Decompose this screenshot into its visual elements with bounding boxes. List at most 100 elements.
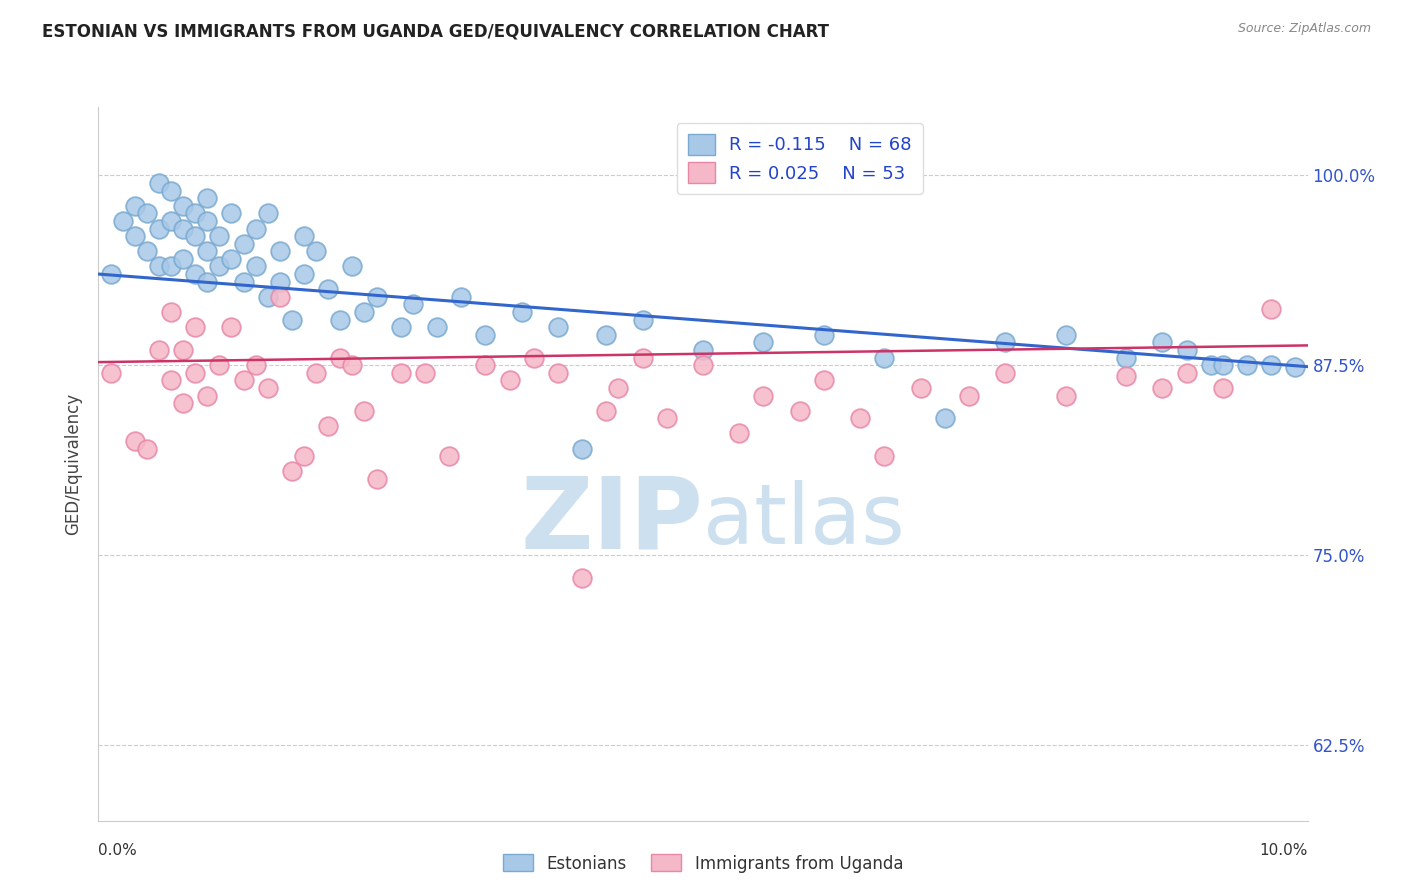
Point — [135, 206, 157, 220]
Point — [195, 388, 218, 402]
Point — [184, 206, 207, 220]
Point — [148, 260, 170, 274]
Point — [571, 571, 593, 585]
Point — [184, 320, 207, 334]
Point — [873, 351, 896, 365]
Point — [195, 214, 218, 228]
Point — [208, 358, 231, 372]
Point — [498, 373, 520, 387]
Point — [148, 176, 170, 190]
Point — [184, 267, 207, 281]
Point — [692, 343, 714, 357]
Point — [474, 327, 496, 342]
Point — [813, 327, 835, 342]
Point — [655, 411, 678, 425]
Point — [389, 366, 412, 380]
Point — [172, 221, 194, 235]
Point — [100, 267, 122, 281]
Text: atlas: atlas — [703, 481, 904, 561]
Point — [353, 305, 375, 319]
Point — [245, 260, 267, 274]
Point — [1054, 327, 1077, 342]
Point — [256, 290, 278, 304]
Point — [366, 472, 388, 486]
Point — [1115, 351, 1137, 365]
Text: ZIP: ZIP — [520, 473, 703, 569]
Point — [910, 381, 932, 395]
Point — [316, 418, 339, 433]
Point — [426, 320, 449, 334]
Point — [160, 184, 183, 198]
Point — [292, 229, 315, 244]
Point — [305, 244, 328, 259]
Point — [547, 366, 569, 380]
Point — [281, 312, 304, 326]
Point — [100, 366, 122, 380]
Point — [813, 373, 835, 387]
Point — [232, 275, 254, 289]
Point — [692, 358, 714, 372]
Point — [124, 229, 146, 244]
Point — [342, 358, 364, 372]
Point — [631, 312, 654, 326]
Point — [124, 434, 146, 448]
Point — [994, 335, 1017, 350]
Point — [160, 305, 183, 319]
Point — [934, 411, 956, 425]
Y-axis label: GED/Equivalency: GED/Equivalency — [65, 392, 83, 535]
Point — [450, 290, 472, 304]
Point — [160, 373, 183, 387]
Point — [366, 290, 388, 304]
Point — [1054, 388, 1077, 402]
Point — [208, 260, 231, 274]
Point — [728, 426, 751, 441]
Point — [1115, 368, 1137, 383]
Point — [160, 214, 183, 228]
Point — [571, 442, 593, 456]
Point — [245, 221, 267, 235]
Point — [437, 449, 460, 463]
Point — [292, 267, 315, 281]
Point — [1152, 335, 1174, 350]
Point — [245, 358, 267, 372]
Point — [232, 373, 254, 387]
Legend: R = -0.115    N = 68, R = 0.025    N = 53: R = -0.115 N = 68, R = 0.025 N = 53 — [676, 123, 922, 194]
Point — [1260, 301, 1282, 316]
Point — [184, 229, 207, 244]
Point — [994, 366, 1017, 380]
Point — [1152, 381, 1174, 395]
Point — [1260, 358, 1282, 372]
Point — [292, 449, 315, 463]
Point — [523, 351, 546, 365]
Point — [1175, 366, 1198, 380]
Point — [353, 403, 375, 417]
Legend: Estonians, Immigrants from Uganda: Estonians, Immigrants from Uganda — [496, 847, 910, 880]
Point — [873, 449, 896, 463]
Point — [269, 275, 291, 289]
Point — [269, 290, 291, 304]
Point — [595, 327, 617, 342]
Point — [172, 343, 194, 357]
Point — [208, 229, 231, 244]
Text: Source: ZipAtlas.com: Source: ZipAtlas.com — [1237, 22, 1371, 36]
Point — [281, 465, 304, 479]
Point — [474, 358, 496, 372]
Point — [752, 335, 775, 350]
Point — [413, 366, 436, 380]
Point — [195, 244, 218, 259]
Point — [221, 252, 243, 266]
Point — [631, 351, 654, 365]
Point — [305, 366, 328, 380]
Point — [195, 275, 218, 289]
Point — [184, 366, 207, 380]
Point — [256, 206, 278, 220]
Point — [232, 236, 254, 251]
Point — [172, 199, 194, 213]
Point — [510, 305, 533, 319]
Point — [148, 343, 170, 357]
Point — [195, 191, 218, 205]
Point — [1199, 358, 1222, 372]
Point — [329, 312, 352, 326]
Point — [135, 442, 157, 456]
Point — [316, 282, 339, 296]
